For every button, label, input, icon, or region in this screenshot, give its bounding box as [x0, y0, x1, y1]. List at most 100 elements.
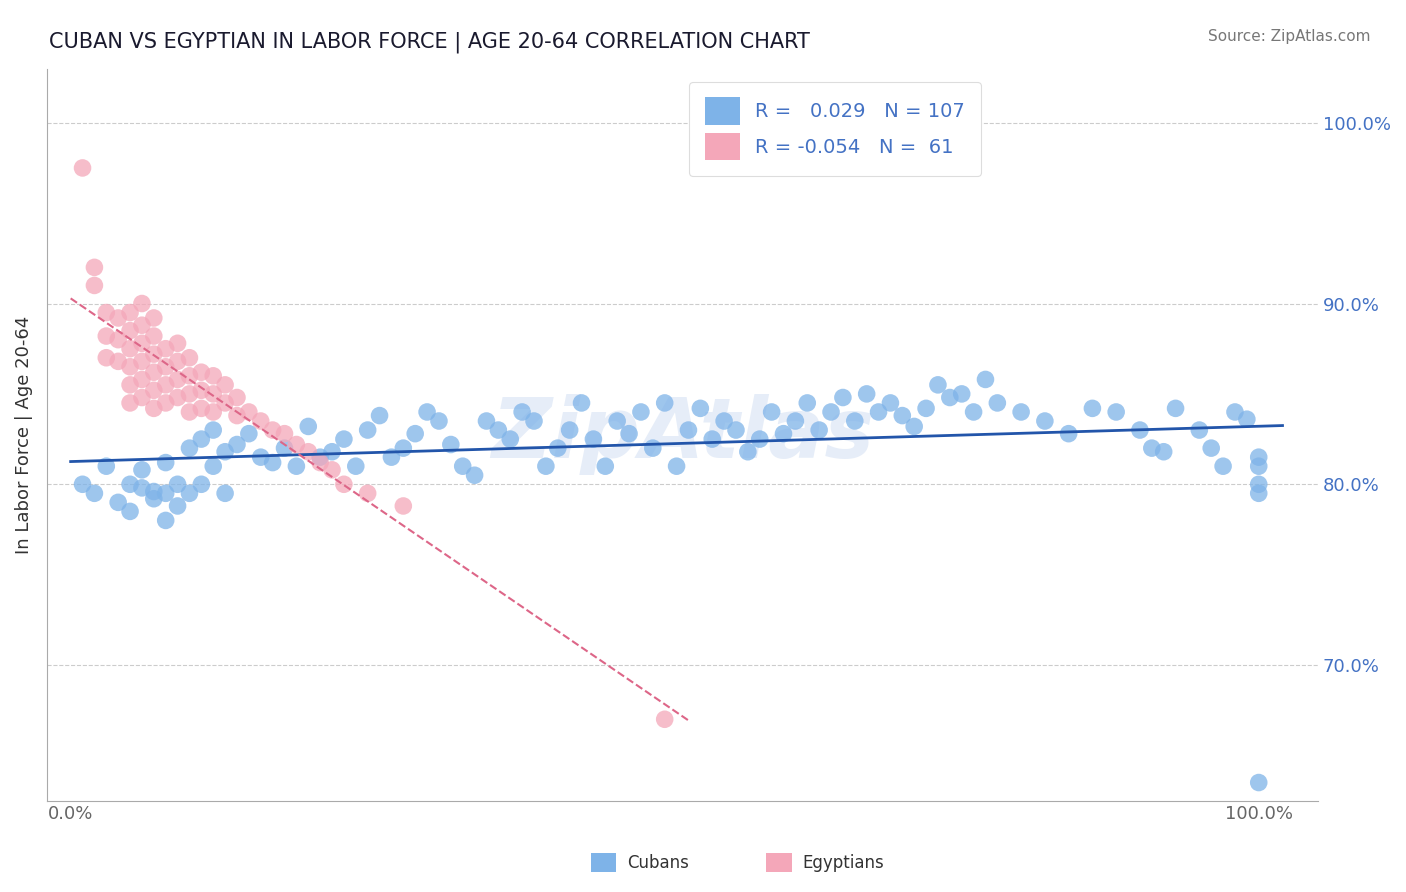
- Point: [464, 468, 486, 483]
- Point: [179, 351, 201, 365]
- Point: [249, 450, 271, 465]
- Point: [131, 481, 153, 495]
- Point: [166, 477, 188, 491]
- Point: [118, 359, 141, 374]
- Point: [190, 365, 212, 379]
- Point: [1188, 423, 1211, 437]
- Point: [155, 377, 177, 392]
- Point: [96, 351, 118, 365]
- Point: [142, 310, 165, 325]
- Point: [392, 499, 415, 513]
- Point: [1164, 401, 1187, 416]
- Point: [118, 477, 141, 491]
- Point: [238, 426, 260, 441]
- Point: [510, 405, 533, 419]
- Point: [534, 459, 557, 474]
- Point: [617, 426, 640, 441]
- Point: [1105, 405, 1128, 419]
- Point: [1140, 441, 1163, 455]
- Point: [155, 513, 177, 527]
- Point: [309, 450, 332, 465]
- Point: [214, 377, 236, 392]
- Point: [107, 333, 129, 347]
- Point: [262, 456, 284, 470]
- Point: [641, 441, 664, 455]
- Point: [131, 296, 153, 310]
- Point: [1010, 405, 1032, 419]
- Point: [571, 396, 593, 410]
- Point: [1153, 444, 1175, 458]
- Point: [166, 391, 188, 405]
- Point: [950, 387, 973, 401]
- Point: [440, 437, 463, 451]
- Point: [142, 329, 165, 343]
- Point: [142, 484, 165, 499]
- Point: [344, 459, 367, 474]
- Point: [262, 423, 284, 437]
- Point: [131, 354, 153, 368]
- Point: [226, 409, 249, 423]
- Point: [392, 441, 415, 455]
- Point: [273, 441, 295, 455]
- Text: CUBAN VS EGYPTIAN IN LABOR FORCE | AGE 20-64 CORRELATION CHART: CUBAN VS EGYPTIAN IN LABOR FORCE | AGE 2…: [49, 31, 810, 53]
- Point: [155, 456, 177, 470]
- Point: [475, 414, 498, 428]
- Point: [202, 423, 225, 437]
- Point: [915, 401, 938, 416]
- Point: [166, 499, 188, 513]
- Point: [665, 459, 688, 474]
- Point: [962, 405, 984, 419]
- Point: [582, 432, 605, 446]
- Point: [118, 342, 141, 356]
- Point: [927, 377, 949, 392]
- Point: [654, 712, 676, 726]
- Point: [155, 396, 177, 410]
- Point: [486, 423, 509, 437]
- Point: [297, 419, 319, 434]
- Point: [118, 305, 141, 319]
- Point: [249, 414, 271, 428]
- Point: [547, 441, 569, 455]
- Point: [748, 432, 770, 446]
- Point: [357, 423, 380, 437]
- Point: [309, 456, 332, 470]
- Point: [72, 477, 94, 491]
- Point: [654, 396, 676, 410]
- Point: [142, 365, 165, 379]
- Point: [724, 423, 747, 437]
- Point: [155, 342, 177, 356]
- Point: [131, 463, 153, 477]
- Point: [238, 405, 260, 419]
- Point: [179, 486, 201, 500]
- Point: [595, 459, 617, 474]
- Point: [202, 368, 225, 383]
- Point: [333, 432, 356, 446]
- Point: [131, 336, 153, 351]
- Point: [702, 432, 724, 446]
- Point: [155, 486, 177, 500]
- Y-axis label: In Labor Force | Age 20-64: In Labor Force | Age 20-64: [15, 316, 32, 554]
- Point: [72, 161, 94, 175]
- Point: [606, 414, 628, 428]
- Point: [796, 396, 818, 410]
- Point: [107, 310, 129, 325]
- Point: [1129, 423, 1152, 437]
- Point: [1247, 477, 1270, 491]
- Text: ZipAtlas: ZipAtlas: [491, 394, 875, 475]
- Text: Cubans: Cubans: [627, 854, 689, 871]
- Legend: R =   0.029   N = 107, R = -0.054   N =  61: R = 0.029 N = 107, R = -0.054 N = 61: [689, 82, 981, 176]
- Point: [772, 426, 794, 441]
- Point: [451, 459, 474, 474]
- Point: [179, 405, 201, 419]
- Point: [142, 384, 165, 398]
- Point: [83, 486, 105, 500]
- Point: [202, 459, 225, 474]
- Point: [1247, 486, 1270, 500]
- Point: [179, 368, 201, 383]
- Point: [737, 444, 759, 458]
- Point: [179, 441, 201, 455]
- Point: [1247, 459, 1270, 474]
- Point: [1081, 401, 1104, 416]
- Point: [118, 377, 141, 392]
- Point: [190, 432, 212, 446]
